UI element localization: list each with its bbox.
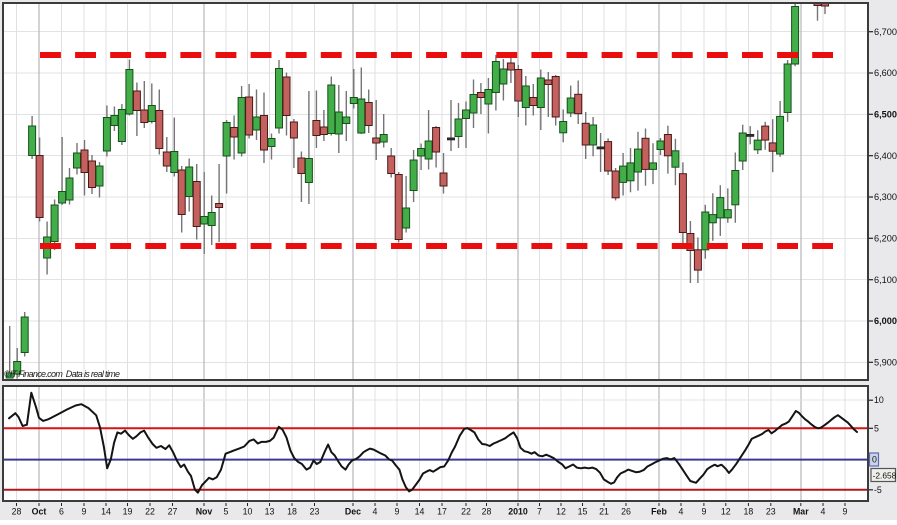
svg-text:22: 22 [145,507,155,517]
svg-text:22: 22 [461,507,471,517]
svg-text:26: 26 [621,507,631,517]
svg-text:23: 23 [766,507,776,517]
svg-text:6,400: 6,400 [874,151,897,161]
svg-text:9: 9 [843,507,848,517]
svg-text:7: 7 [537,507,542,517]
svg-text:28: 28 [12,507,22,517]
svg-text:6,500: 6,500 [874,110,897,120]
svg-text:17: 17 [437,507,447,517]
svg-text:19: 19 [123,507,133,517]
svg-text:12: 12 [721,507,731,517]
svg-text:-5: -5 [874,485,882,495]
svg-text:6,300: 6,300 [874,192,897,202]
svg-text:18: 18 [287,507,297,517]
svg-text:14: 14 [415,507,425,517]
svg-text:13: 13 [265,507,275,517]
svg-text:4: 4 [679,507,684,517]
svg-text:5,900: 5,900 [874,358,897,368]
svg-text:Oct: Oct [32,507,47,517]
svg-text:Dec: Dec [345,507,361,517]
svg-text:27: 27 [168,507,178,517]
svg-text:15: 15 [578,507,588,517]
svg-text:4: 4 [373,507,378,517]
svg-text:6,100: 6,100 [874,275,897,285]
svg-text:5: 5 [224,507,229,517]
svg-text:10: 10 [874,395,884,405]
svg-text:2010: 2010 [508,507,528,517]
svg-text:28: 28 [482,507,492,517]
svg-text:Mar: Mar [793,507,809,517]
svg-text:12: 12 [556,507,566,517]
svg-text:6: 6 [59,507,64,517]
svg-text:18: 18 [744,507,754,517]
svg-text:4: 4 [821,507,826,517]
svg-text:Feb: Feb [651,507,667,517]
svg-text:6,700: 6,700 [874,27,897,37]
svg-text:6,200: 6,200 [874,234,897,244]
svg-text:0: 0 [872,455,877,465]
svg-text:23: 23 [310,507,320,517]
svg-text:©IT-Finance.com Data is real: ©IT-Finance.com Data is real time [4,369,120,379]
svg-text:6,600: 6,600 [874,68,897,78]
svg-text:5: 5 [874,423,879,433]
svg-text:9: 9 [701,507,706,517]
svg-text:9: 9 [82,507,87,517]
svg-text:9: 9 [395,507,400,517]
svg-text:-2.658: -2.658 [873,470,897,480]
svg-text:14: 14 [101,507,111,517]
svg-text:Nov: Nov [196,507,213,517]
svg-text:10: 10 [243,507,253,517]
svg-text:21: 21 [599,507,609,517]
svg-text:6,000: 6,000 [874,316,897,326]
